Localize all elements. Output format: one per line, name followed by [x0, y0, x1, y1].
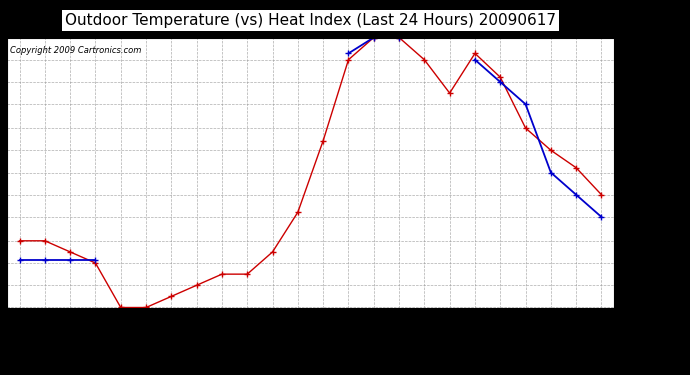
Text: Copyright 2009 Cartronics.com: Copyright 2009 Cartronics.com: [10, 46, 141, 55]
Text: Outdoor Temperature (vs) Heat Index (Last 24 Hours) 20090617: Outdoor Temperature (vs) Heat Index (Las…: [65, 13, 556, 28]
